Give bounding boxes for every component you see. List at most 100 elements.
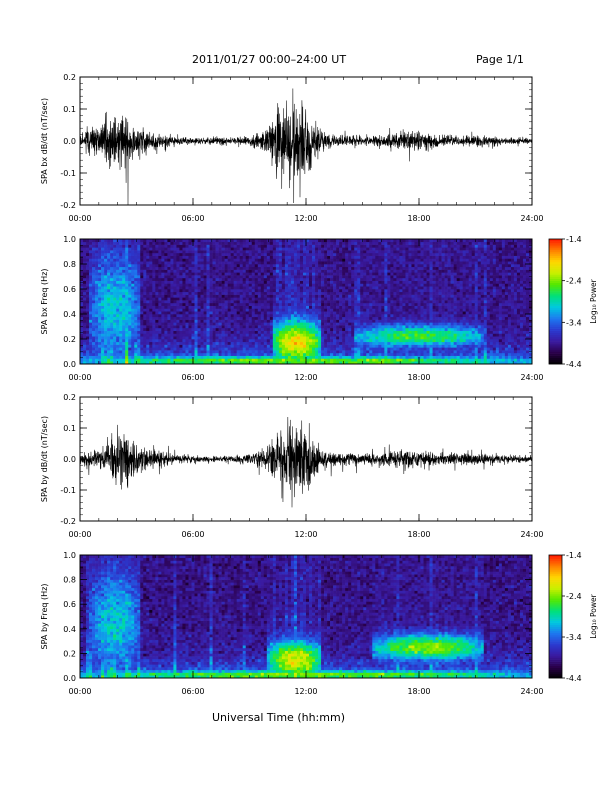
spectrogram-cell bbox=[212, 333, 216, 337]
spectrogram-cell bbox=[212, 308, 216, 312]
spectrogram-cell bbox=[104, 333, 108, 337]
spectrogram-cell bbox=[318, 361, 322, 365]
spectrogram-cell bbox=[230, 280, 234, 284]
spectrogram-cell bbox=[161, 275, 165, 279]
spectrogram-cell bbox=[179, 336, 183, 340]
spectrogram-cell bbox=[227, 355, 231, 359]
spectrogram-cell bbox=[179, 350, 183, 354]
spectrogram-cell bbox=[104, 258, 108, 262]
spectrogram-cell bbox=[245, 244, 250, 248]
spectrogram-cell bbox=[173, 255, 177, 259]
spectrogram-cell bbox=[348, 269, 352, 273]
spectrogram-cell bbox=[179, 291, 183, 295]
spectrogram-cell bbox=[327, 258, 331, 262]
spectrogram-cell bbox=[275, 272, 280, 276]
spectrogram-cell bbox=[230, 330, 234, 334]
spectrogram-cell bbox=[402, 316, 406, 320]
spectrogram-cell bbox=[86, 344, 90, 348]
spectrogram-cell bbox=[378, 275, 382, 279]
spectrogram-cell bbox=[333, 297, 337, 301]
spectrogram-cell bbox=[200, 316, 204, 320]
spectrogram-cell bbox=[110, 316, 114, 320]
spectrogram-cell bbox=[372, 339, 376, 343]
spectrogram-cell bbox=[384, 261, 388, 265]
spectrogram-cell bbox=[306, 252, 310, 256]
spectrogram-cell bbox=[296, 319, 301, 323]
spectrogram-cell bbox=[366, 252, 370, 256]
spectrogram-cell bbox=[260, 283, 265, 287]
spectrogram-cell bbox=[152, 327, 156, 331]
spectrogram-cell bbox=[375, 294, 379, 298]
spectrogram-cell bbox=[224, 286, 228, 290]
spectrogram-cell bbox=[290, 275, 295, 279]
spectrogram-cell bbox=[299, 269, 304, 273]
spectrogram-cell bbox=[396, 361, 400, 365]
spectrogram-cell bbox=[384, 308, 388, 312]
spectrogram-cell bbox=[363, 275, 367, 279]
spectrogram-cell bbox=[80, 283, 84, 287]
spectrogram-cell bbox=[263, 355, 268, 359]
spectrogram-cell bbox=[161, 280, 165, 284]
spectrogram-cell bbox=[104, 297, 108, 301]
spectrogram-cell bbox=[387, 308, 391, 312]
spectrogram-cell bbox=[140, 264, 144, 268]
spectrogram-cell bbox=[212, 311, 216, 315]
spectrogram-cell bbox=[369, 347, 373, 351]
spectrogram-cell bbox=[396, 269, 400, 273]
spectrogram-cell bbox=[101, 347, 105, 351]
spectrogram-cell bbox=[318, 314, 322, 318]
spectrogram-cell bbox=[302, 286, 307, 290]
spectrogram-cell bbox=[299, 322, 304, 326]
spectrogram-cell bbox=[290, 341, 295, 345]
spectrogram-cell bbox=[345, 289, 349, 293]
spectrogram-cell bbox=[302, 336, 307, 340]
spectrogram-cell bbox=[113, 344, 117, 348]
spectrogram-cell bbox=[197, 261, 201, 265]
spectrogram-cell bbox=[333, 305, 337, 309]
spectrogram-cell bbox=[324, 314, 328, 318]
spectrogram-cell bbox=[98, 314, 102, 318]
spectrogram-cell bbox=[369, 305, 373, 309]
spectrogram-cell bbox=[89, 308, 93, 312]
spectrogram-cell bbox=[312, 330, 316, 334]
spectrogram-cell bbox=[209, 361, 213, 365]
spectrogram-cell bbox=[378, 358, 382, 362]
spectrogram-cell bbox=[170, 286, 174, 290]
spectrogram-cell bbox=[152, 302, 156, 306]
spectrogram-cell bbox=[272, 272, 277, 276]
spectrogram-cell bbox=[203, 247, 207, 251]
spectrogram-cell bbox=[164, 347, 168, 351]
spectrogram-cell bbox=[113, 300, 117, 304]
spectrogram-cell bbox=[149, 336, 153, 340]
spectrogram-cell bbox=[287, 294, 292, 298]
spectrogram-cell bbox=[122, 289, 126, 293]
spectrogram-cell bbox=[215, 316, 219, 320]
spectrogram-cell bbox=[260, 258, 265, 262]
spectrogram-cell bbox=[122, 264, 126, 268]
spectrogram-cell bbox=[119, 350, 123, 354]
spectrogram-cell bbox=[92, 314, 96, 318]
spectrogram-cell bbox=[242, 333, 247, 337]
spectrogram-cell bbox=[324, 264, 328, 268]
spectrogram-cell bbox=[185, 333, 189, 337]
spectrogram-cell bbox=[185, 269, 189, 273]
spectrogram-cell bbox=[107, 308, 111, 312]
spectrogram-cell bbox=[203, 244, 207, 248]
spectrogram-cell bbox=[330, 244, 334, 248]
spectrogram-cell bbox=[113, 286, 117, 290]
spectrogram-cell bbox=[92, 330, 96, 334]
spectrogram-cell bbox=[260, 294, 265, 298]
spectrogram-cell bbox=[302, 339, 307, 343]
spectrogram-cell bbox=[257, 302, 262, 306]
spectrogram-cell bbox=[236, 341, 240, 345]
spectrogram-cell bbox=[315, 352, 319, 356]
spectrogram-cell bbox=[306, 269, 310, 273]
spectrogram-cell bbox=[230, 347, 234, 351]
spectrogram-cell bbox=[393, 255, 397, 259]
spectrogram-cell bbox=[330, 330, 334, 334]
spectrogram-cell bbox=[266, 266, 271, 270]
spectrogram-cell bbox=[152, 319, 156, 323]
spectrogram-cell bbox=[336, 294, 340, 298]
spectrogram-cell bbox=[200, 291, 204, 295]
spectrogram-cell bbox=[92, 355, 96, 359]
